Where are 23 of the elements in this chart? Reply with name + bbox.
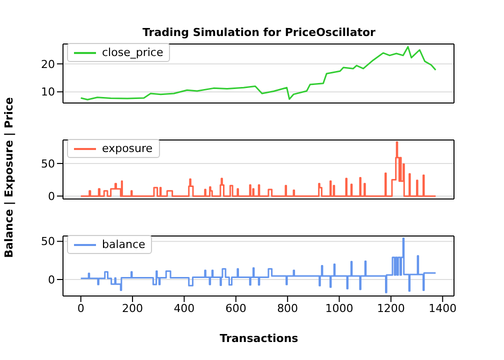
x-tick-label: 800 (277, 302, 298, 315)
y-tick-label: 0 (48, 273, 55, 286)
legend-label: exposure (102, 142, 153, 155)
y-tick-label: 50 (41, 157, 55, 170)
y-tick-label: 0 (48, 190, 55, 203)
x-tick-label: 400 (174, 302, 195, 315)
line-series (80, 238, 436, 294)
y-tick-label: 10 (41, 86, 55, 99)
x-tick-label: 0 (77, 302, 84, 315)
y-tick-label: 50 (41, 235, 55, 248)
y-axis-title: Balance | Exposure | Price (2, 96, 16, 260)
x-axis-title: Transactions (218, 332, 300, 345)
x-tick-label: 200 (122, 302, 144, 315)
line-series (80, 141, 436, 197)
chart-title: Trading Simulation for PriceOscillator (142, 26, 376, 39)
x-tick-label: 600 (225, 302, 246, 315)
x-tick-label: 1400 (428, 302, 457, 315)
legend-label: close_price (102, 46, 164, 59)
x-tick-label: 1000 (325, 302, 354, 315)
x-tick-label: 1200 (376, 302, 405, 315)
line-series (80, 46, 436, 100)
legend-label: balance (102, 238, 146, 251)
y-tick-label: 20 (41, 58, 55, 71)
